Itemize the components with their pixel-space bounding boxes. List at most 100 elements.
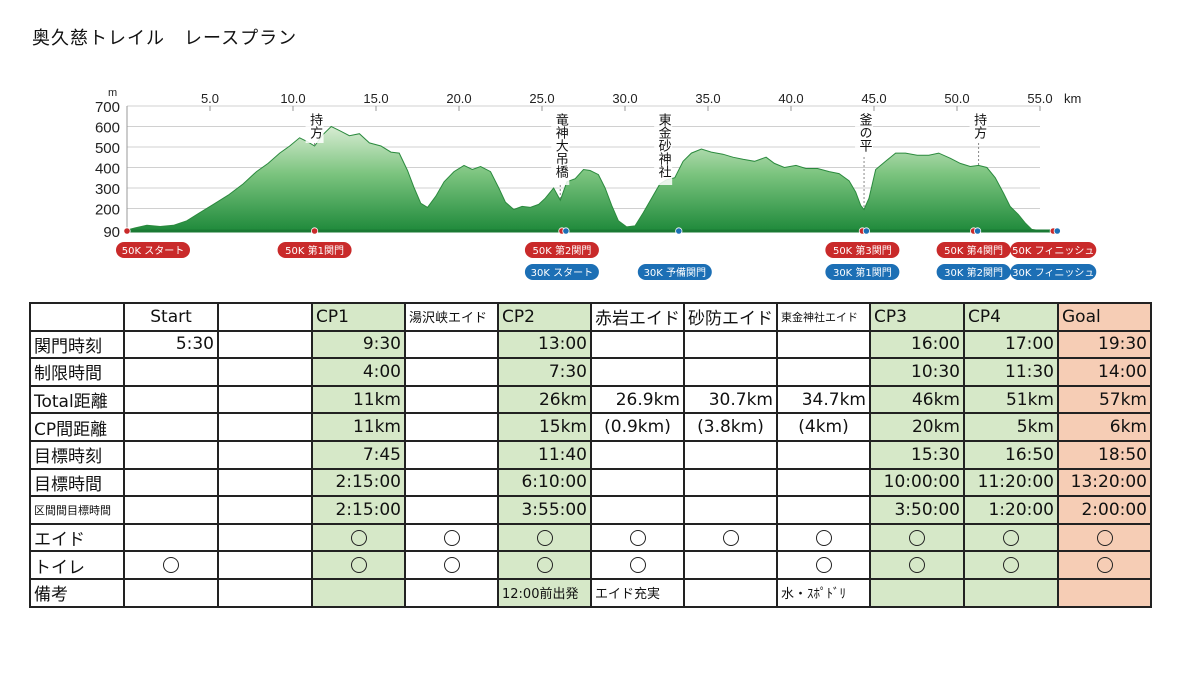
table-cell [404, 550, 499, 580]
column-header: CP3 [869, 302, 965, 332]
badge-30k-label: 30K 予備関門 [644, 266, 706, 279]
table-cell: 11:40 [497, 439, 592, 470]
table-cell: 3:55:00 [497, 495, 592, 525]
table-cell [776, 550, 871, 580]
table-cell [123, 467, 219, 498]
table-row: 関門時刻 5:30 9:30 13:00 16:00 17:00 19:30 [29, 329, 1152, 360]
badge-50k [825, 242, 900, 258]
table-cell [404, 495, 499, 525]
y-tick-label: 400 [95, 160, 120, 177]
check-circle-icon [443, 557, 460, 574]
table-cell [1057, 550, 1152, 580]
x-tick-label: 40.0 [778, 91, 803, 106]
table-cell: 51km [963, 384, 1059, 415]
table-cell: 16:00 [869, 329, 965, 360]
badge-30k-marker [862, 227, 870, 235]
check-circle-icon [722, 529, 739, 546]
badge-30k [524, 264, 599, 280]
table-cell: 15:30 [869, 439, 965, 470]
table-cell [217, 329, 313, 360]
badge-30k [1010, 264, 1097, 280]
column-header: Goal [1057, 302, 1152, 332]
check-circle-icon [1096, 529, 1113, 546]
badge-30k-label: 30K 第2関門 [944, 266, 1003, 279]
table-cell: 57km [1057, 384, 1152, 415]
place-label: 竜神大吊橋 [553, 113, 569, 179]
table-cell [683, 495, 778, 525]
table-cell: 9:30 [311, 329, 406, 360]
check-circle-icon [163, 557, 179, 574]
row-label: 備考 [29, 577, 125, 608]
table-cell: 13:20:00 [1057, 467, 1152, 498]
x-tick-label: 20.0 [446, 91, 471, 106]
table-cell [217, 577, 313, 608]
check-circle-icon [815, 529, 832, 546]
badge-50k [1010, 242, 1097, 258]
x-tick-label: 45.0 [861, 91, 886, 106]
check-circle-icon [1003, 529, 1019, 546]
x-tick-label: 25.0 [529, 91, 554, 106]
check-circle-icon [1096, 557, 1113, 574]
x-tick-label: 35.0 [695, 91, 720, 106]
badge-30k [936, 264, 1011, 280]
race-plan-table: Start CP1 湯沢峡エイド CP2 赤岩エイド 砂防エイド 東金神社エイド CP3 CP4… [29, 302, 1152, 608]
table-row: 目標時刻 7:45 11:40 15:30 16:50 18:50 [29, 439, 1152, 470]
badge-30k-marker [1053, 227, 1061, 235]
y-tick-label: 200 [95, 201, 120, 218]
table-cell [869, 577, 965, 608]
badge-30k [637, 264, 712, 280]
table-cell [123, 522, 219, 553]
table-cell [776, 357, 871, 387]
x-unit-label: km [1064, 91, 1081, 106]
row-label: CP間距離 [29, 412, 125, 442]
check-circle-icon [629, 557, 646, 574]
table-cell [683, 467, 778, 498]
table-cell: 1:20:00 [963, 495, 1059, 525]
table-cell [123, 357, 219, 387]
table-cell: 3:50:00 [869, 495, 965, 525]
row-label: 関門時刻 [29, 329, 125, 360]
table-cell: 7:30 [497, 357, 592, 387]
badge-50k-label: 50K 第1関門 [285, 244, 344, 257]
table-cell [123, 384, 219, 415]
table-cell: エイド充実 [590, 577, 685, 608]
table-cell [217, 495, 313, 525]
badge-50k [936, 242, 1011, 258]
row-label: 目標時刻 [29, 439, 125, 470]
table-cell [776, 522, 871, 553]
table-cell [590, 522, 685, 553]
table-cell [217, 439, 313, 470]
badge-50k-marker [123, 227, 131, 235]
table-cell [123, 577, 219, 608]
table-cell: 10:30 [869, 357, 965, 387]
table-cell [1057, 522, 1152, 553]
y-tick-label: 90 [103, 224, 120, 241]
table-cell [683, 522, 778, 553]
table-cell [590, 495, 685, 525]
badge-30k-label: 30K フィニッシュ [1012, 268, 1094, 279]
table-cell: 20km [869, 412, 965, 442]
table-cell [497, 550, 592, 580]
table-row: 区間間目標時間 2:15:00 3:55:00 3:50:00 1:20:00 2:00:… [29, 495, 1152, 525]
badge-30k-label: 30K スタート [531, 267, 593, 279]
table-cell: 19:30 [1057, 329, 1152, 360]
table-cell [683, 357, 778, 387]
table-cell [404, 329, 499, 360]
table-row: エイド [29, 522, 1152, 553]
table-cell: 46km [869, 384, 965, 415]
row-label: 制限時間 [29, 357, 125, 387]
table-cell [776, 495, 871, 525]
table-cell: 水・ｽﾎﾟﾄﾞﾘ [776, 577, 871, 608]
table-cell [963, 577, 1059, 608]
table-cell: (4km) [776, 412, 871, 442]
table-row: トイレ [29, 550, 1152, 580]
table-cell [217, 467, 313, 498]
badge-50k-label: 50K フィニッシュ [1012, 246, 1094, 257]
check-circle-icon [536, 529, 553, 546]
column-header: 赤岩エイド [590, 302, 685, 332]
table-cell [217, 357, 313, 387]
table-cell: 5:30 [123, 329, 219, 360]
table-cell: 14:00 [1057, 357, 1152, 387]
table-row: 目標時間 2:15:00 6:10:00 10:00:00 11:20:00 13:20:… [29, 467, 1152, 498]
elevation-area [127, 126, 1049, 231]
